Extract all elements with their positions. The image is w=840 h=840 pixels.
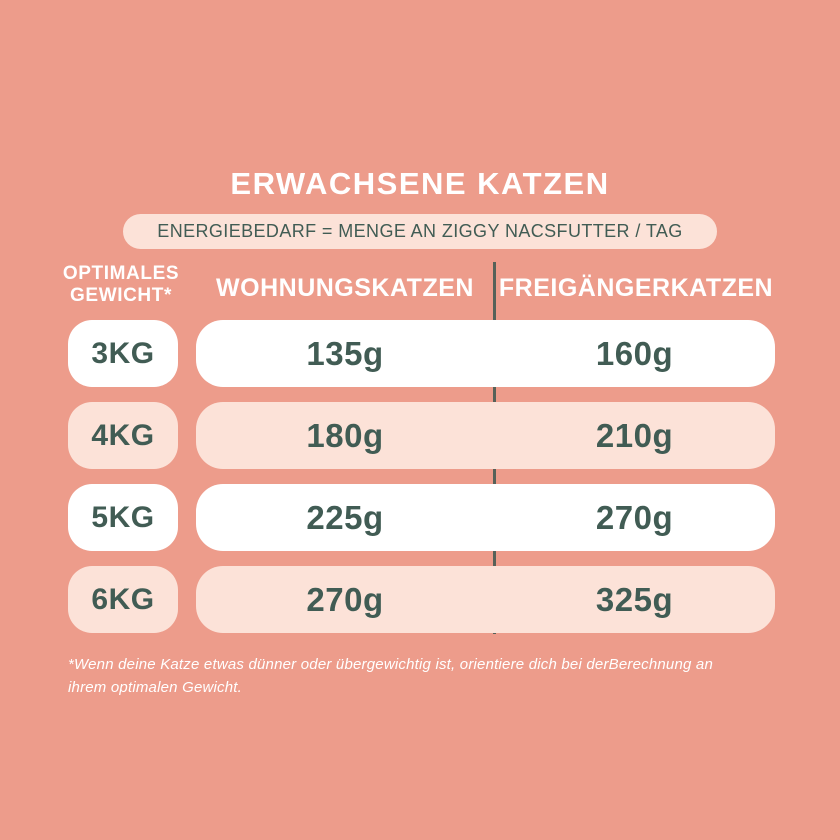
- column-header-weight-line1: OPTIMALES: [62, 263, 180, 284]
- weight-cell: 6KG: [68, 566, 178, 633]
- value-pill: 225g 270g: [196, 484, 775, 551]
- weight-cell: 5KG: [68, 484, 178, 551]
- value-pill: 270g 325g: [196, 566, 775, 633]
- column-header-outdoor-cats: FREIGÄNGERKATZEN: [498, 273, 774, 302]
- value-pill: 180g 210g: [196, 402, 775, 469]
- column-header-indoor-cats: WOHNUNGSKATZEN: [216, 273, 474, 302]
- weight-cell: 4KG: [68, 402, 178, 469]
- outdoor-value-cell: 325g: [595, 580, 674, 618]
- column-header-weight: OPTIMALES GEWICHT*: [55, 263, 187, 307]
- indoor-value-cell: 135g: [306, 334, 384, 372]
- footnote-text: *Wenn deine Katze etwas dünner oder über…: [68, 656, 713, 697]
- table-row: 5KG 225g 270g: [0, 484, 840, 551]
- weight-cell: 3KG: [68, 320, 178, 387]
- outdoor-value-cell: 210g: [595, 416, 674, 454]
- outdoor-value-cell: 270g: [595, 498, 674, 536]
- table-row: 4KG 180g 210g: [0, 402, 840, 469]
- indoor-value-cell: 270g: [306, 580, 384, 618]
- outdoor-value-cell: 160g: [595, 334, 674, 372]
- indoor-value-cell: 180g: [306, 416, 384, 454]
- table-row: 6KG 270g 325g: [0, 566, 840, 633]
- indoor-value-cell: 225g: [306, 498, 384, 536]
- value-pill: 135g 160g: [196, 320, 775, 387]
- page-title: ERWACHSENE KATZEN: [230, 166, 610, 201]
- subtitle-text: ENERGIEBEDARF = MENGE AN ZIGGY NACSFUTTE…: [157, 221, 683, 241]
- subtitle-pill: ENERGIEBEDARF = MENGE AN ZIGGY NACSFUTTE…: [123, 214, 717, 249]
- table-row: 3KG 135g 160g: [0, 320, 840, 387]
- column-header-weight-line2: GEWICHT*: [70, 285, 172, 306]
